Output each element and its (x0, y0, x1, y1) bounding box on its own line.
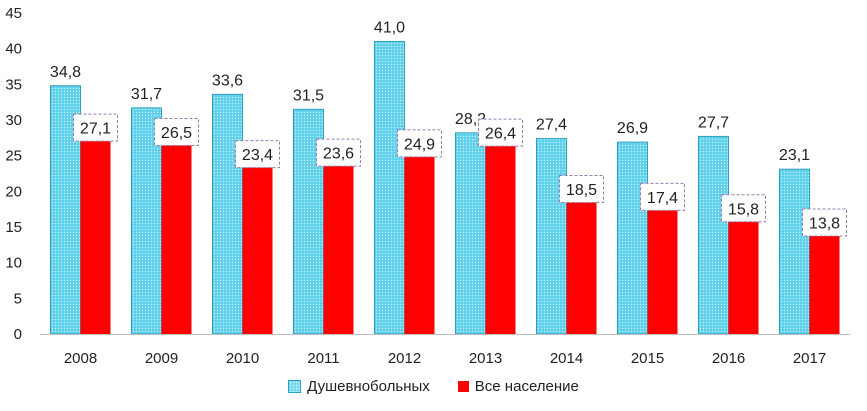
x-axis: 2008 2009 2010 2011 2012 2013 2014 2015 2016 2017 (40, 334, 850, 367)
data-labels: 34,8 27,1 31,7 26,5 33,6 23,4 31,5 23,6 41,0 24,9… (50, 20, 847, 237)
data-label-series-1: 34,8 (50, 64, 81, 81)
x-tick-label: 2015 (631, 350, 664, 367)
data-label-box-series-2 (397, 129, 442, 158)
bar-series-1 (617, 141, 648, 335)
data-label-series-2: 17,4 (647, 190, 678, 207)
data-label-series-2: 18,5 (566, 182, 597, 199)
data-label-series-1: 23,1 (779, 147, 810, 164)
legend: Душевнобольных Все население (0, 378, 867, 395)
data-label-series-2: 26,4 (485, 126, 516, 143)
legend-label-series-1: Душевнобольных (307, 378, 430, 395)
data-label-series-2: 26,5 (161, 125, 192, 142)
data-label-series-2: 27,1 (80, 121, 111, 138)
legend-swatch-series-1 (288, 380, 302, 393)
data-label-series-2: 23,6 (323, 146, 354, 163)
legend-item-series-1: Душевнобольных (288, 378, 430, 395)
data-label-series-2: 24,9 (404, 136, 435, 153)
y-tick-label: 35 (5, 76, 22, 93)
bar-series-1 (536, 138, 567, 335)
bar-series-2 (161, 144, 192, 334)
data-label-box-series-2 (640, 182, 685, 211)
bar-series-1 (455, 132, 486, 335)
bars (50, 41, 840, 335)
bar-series-1 (698, 135, 729, 335)
data-label-box-series-2 (154, 117, 199, 146)
data-label-box-series-2 (559, 175, 604, 204)
y-tick-label: 40 (5, 41, 22, 58)
bar-series-2 (485, 145, 516, 334)
bar-series-1 (779, 168, 810, 335)
y-tick-label: 0 (14, 326, 22, 343)
bar-series-1 (212, 93, 243, 335)
data-label-box-series-2 (478, 118, 523, 147)
x-tick-label: 2014 (550, 350, 583, 367)
bar-series-2 (404, 156, 435, 334)
bar-series-2 (242, 167, 273, 334)
x-tick-label: 2017 (793, 350, 826, 367)
x-tick-label: 2010 (226, 350, 259, 367)
data-label-box-series-2 (235, 140, 280, 169)
legend-label-series-2: Все население (474, 378, 579, 395)
data-label-series-2: 15,8 (728, 201, 759, 218)
x-tick-label: 2013 (469, 350, 502, 367)
x-tick-label: 2012 (388, 350, 421, 367)
data-label-series-1: 26,9 (617, 120, 648, 137)
data-label-series-1: 31,7 (131, 86, 162, 103)
y-tick-label: 20 (5, 183, 22, 200)
bar-series-2 (80, 140, 111, 334)
legend-swatch-series-2 (457, 381, 469, 392)
y-axis: 0 5 10 15 20 25 30 35 40 45 (5, 5, 22, 343)
data-label-series-1: 41,0 (374, 20, 405, 37)
y-tick-label: 5 (14, 290, 22, 307)
data-label-series-2: 23,4 (242, 147, 273, 164)
data-label-series-2: 13,8 (809, 216, 840, 233)
data-label-box-series-2 (73, 113, 118, 142)
bar-series-2 (728, 221, 759, 334)
x-tick-label: 2008 (64, 350, 97, 367)
y-tick-label: 25 (5, 148, 22, 165)
bar-series-2 (566, 202, 597, 334)
y-tick-label: 15 (5, 219, 22, 236)
data-label-series-1: 27,7 (698, 114, 729, 131)
data-label-box-series-2 (721, 194, 766, 223)
y-tick-label: 45 (5, 5, 22, 22)
y-tick-label: 30 (5, 112, 22, 129)
data-label-box-series-2 (802, 208, 847, 237)
y-tick-label: 10 (5, 255, 22, 272)
data-label-series-1: 27,4 (536, 117, 567, 134)
x-tick-label: 2009 (145, 350, 178, 367)
x-tick-label: 2011 (307, 350, 339, 367)
bar-series-2 (323, 165, 354, 334)
data-label-series-1: 33,6 (212, 72, 243, 89)
data-label-series-1: 31,5 (293, 87, 324, 104)
bar-series-2 (647, 209, 678, 334)
legend-item-series-2: Все население (457, 378, 579, 395)
bar-series-2 (809, 235, 840, 334)
x-tick-label: 2016 (712, 350, 745, 367)
bar-series-1 (374, 41, 405, 335)
data-label-box-series-2 (316, 138, 361, 167)
